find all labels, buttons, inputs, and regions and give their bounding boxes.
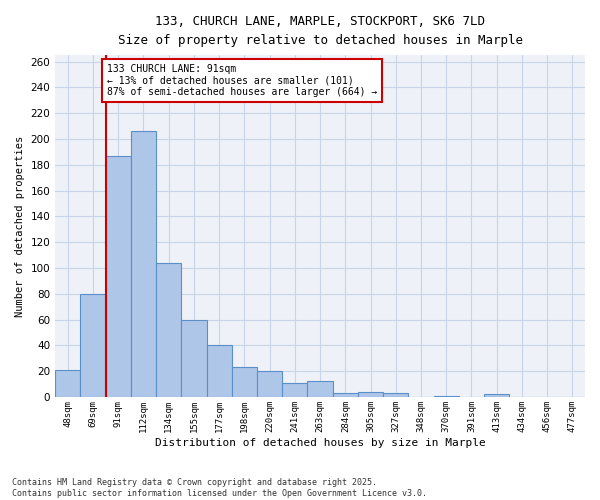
Bar — [434, 396, 459, 397]
Bar — [257, 371, 282, 397]
Bar — [282, 382, 307, 397]
Bar — [332, 393, 358, 397]
Bar — [106, 156, 131, 397]
Bar — [307, 382, 332, 397]
Y-axis label: Number of detached properties: Number of detached properties — [15, 136, 25, 316]
Bar — [358, 392, 383, 397]
Bar — [206, 346, 232, 397]
Title: 133, CHURCH LANE, MARPLE, STOCKPORT, SK6 7LD
Size of property relative to detach: 133, CHURCH LANE, MARPLE, STOCKPORT, SK6… — [118, 15, 523, 47]
Bar — [55, 370, 80, 397]
Bar — [131, 131, 156, 397]
Bar — [156, 263, 181, 397]
Bar — [181, 320, 206, 397]
Bar — [484, 394, 509, 397]
Text: 133 CHURCH LANE: 91sqm
← 13% of detached houses are smaller (101)
87% of semi-de: 133 CHURCH LANE: 91sqm ← 13% of detached… — [107, 64, 377, 98]
Text: Contains HM Land Registry data © Crown copyright and database right 2025.
Contai: Contains HM Land Registry data © Crown c… — [12, 478, 427, 498]
Bar — [383, 393, 409, 397]
X-axis label: Distribution of detached houses by size in Marple: Distribution of detached houses by size … — [155, 438, 485, 448]
Bar — [232, 368, 257, 397]
Bar — [80, 294, 106, 397]
